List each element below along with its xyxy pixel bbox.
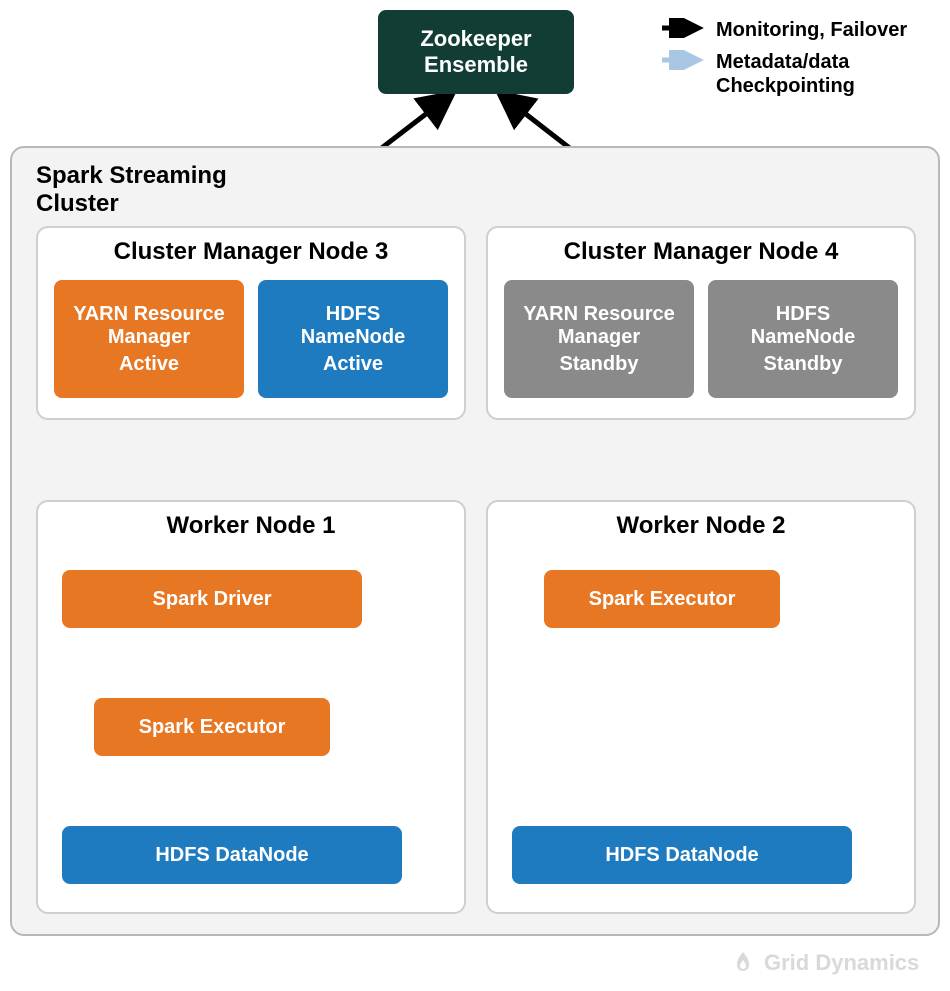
watermark: Grid Dynamics <box>730 950 919 976</box>
flame-icon <box>730 950 756 976</box>
spark-driver: Spark Driver <box>62 570 362 628</box>
watermark-text: Grid Dynamics <box>764 950 919 976</box>
node-label: Spark Driver <box>153 588 272 611</box>
node-line2: Manager <box>558 326 640 349</box>
yarn-resource-manager-active: YARN Resource Manager Active <box>54 280 244 398</box>
node-status: Active <box>119 353 179 376</box>
node-status: Active <box>323 353 383 376</box>
node-status: Standby <box>560 353 639 376</box>
node-line1: YARN Resource <box>73 303 225 326</box>
zookeeper-node: Zookeeper Ensemble <box>378 10 574 94</box>
legend-text: Monitoring, Failover <box>716 18 907 42</box>
legend-item-metadata: Metadata/data Checkpointing <box>660 50 855 98</box>
node-label: HDFS DataNode <box>155 844 308 867</box>
container-title: Worker Node 2 <box>488 512 914 540</box>
container-title: Worker Node 1 <box>38 512 464 540</box>
node-label: Spark Executor <box>589 588 736 611</box>
node-line2: NameNode <box>301 326 405 349</box>
arrow-black-icon <box>660 18 704 38</box>
cluster-title: Spark Streaming Cluster <box>36 162 227 218</box>
arrow-light-icon <box>660 50 704 70</box>
hdfs-namenode-standby: HDFS NameNode Standby <box>708 280 898 398</box>
hdfs-datanode-1: HDFS DataNode <box>62 826 402 884</box>
node-line1: HDFS <box>326 303 380 326</box>
legend-item-monitoring: Monitoring, Failover <box>660 18 907 42</box>
node-line2: NameNode <box>751 326 855 349</box>
node-label: Spark Executor <box>139 716 286 739</box>
spark-executor-2: Spark Executor <box>544 570 780 628</box>
yarn-resource-manager-standby: YARN Resource Manager Standby <box>504 280 694 398</box>
legend-text: Metadata/data Checkpointing <box>716 50 855 98</box>
node-status: Standby <box>764 353 843 376</box>
hdfs-datanode-2: HDFS DataNode <box>512 826 852 884</box>
hdfs-namenode-active: HDFS NameNode Active <box>258 280 448 398</box>
container-title: Cluster Manager Node 4 <box>488 238 914 266</box>
node-line1: YARN Resource <box>523 303 675 326</box>
spark-executor-1: Spark Executor <box>94 698 330 756</box>
node-line1: HDFS <box>776 303 830 326</box>
node-line2: Manager <box>108 326 190 349</box>
node-label: HDFS DataNode <box>605 844 758 867</box>
container-title: Cluster Manager Node 3 <box>38 238 464 266</box>
diagram-canvas: Zookeeper Ensemble Monitoring, Failover … <box>0 0 950 991</box>
zookeeper-label: Zookeeper Ensemble <box>420 26 531 79</box>
